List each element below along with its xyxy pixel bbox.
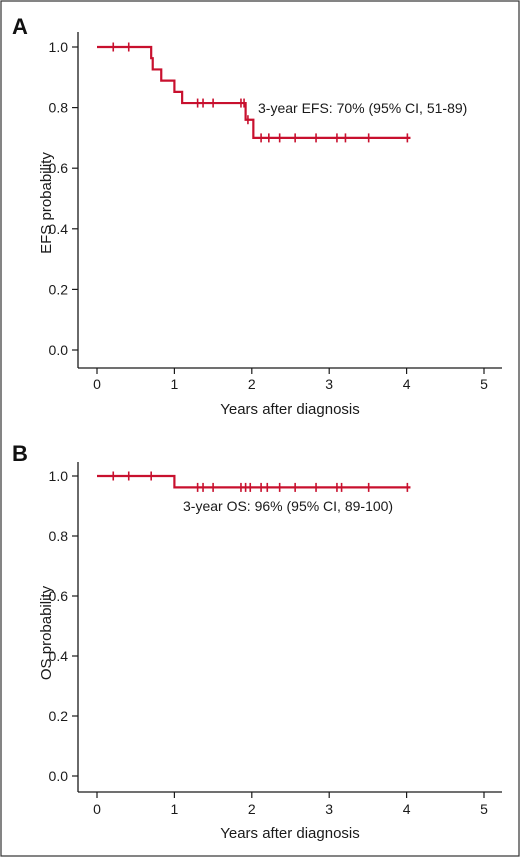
y-tick-label: 0.2 <box>49 281 69 297</box>
x-tick-label: 1 <box>171 801 179 817</box>
survival-curve <box>97 45 411 139</box>
y-tick-label: 0.4 <box>49 648 69 664</box>
y-tick-label: 0.4 <box>49 221 69 237</box>
annotation-os: 3-year OS: 96% (95% CI, 89-100) <box>183 498 393 514</box>
panel-os: B OS probability Years after diagnosis 3… <box>12 441 502 842</box>
panel-label-b: B <box>12 441 28 466</box>
x-tick-label: 4 <box>403 376 411 392</box>
x-axis-title-os: Years after diagnosis <box>220 825 360 842</box>
panel-label-a: A <box>12 14 28 39</box>
x-tick-label: 0 <box>93 801 101 817</box>
y-tick-label: 1.0 <box>49 468 69 484</box>
x-tick-label: 2 <box>248 376 256 392</box>
y-axis-title-efs: EFS probability <box>38 152 55 254</box>
y-tick-label: 1.0 <box>49 39 69 55</box>
y-tick-label: 0.6 <box>49 160 69 176</box>
y-tick-label: 0.6 <box>49 588 69 604</box>
x-tick-label: 4 <box>403 801 411 817</box>
y-tick-label: 0.0 <box>49 768 69 784</box>
x-tick-label: 3 <box>325 801 333 817</box>
x-tick-label: 5 <box>480 376 488 392</box>
survival-curve <box>97 474 411 489</box>
panel-efs: A EFS probability Years after diagnosis … <box>12 14 502 418</box>
y-tick-label: 0.8 <box>49 528 69 544</box>
y-tick-label: 0.0 <box>49 342 69 358</box>
x-tick-label: 0 <box>93 376 101 392</box>
y-axis-title-os: OS probability <box>38 585 55 680</box>
x-tick-label: 3 <box>325 376 333 392</box>
x-tick-label: 1 <box>171 376 179 392</box>
annotation-efs: 3-year EFS: 70% (95% CI, 51-89) <box>258 100 467 116</box>
x-tick-label: 2 <box>248 801 256 817</box>
y-tick-label: 0.8 <box>49 100 69 116</box>
x-tick-label: 5 <box>480 801 488 817</box>
x-axis-title-efs: Years after diagnosis <box>220 401 360 418</box>
y-tick-label: 0.2 <box>49 708 69 724</box>
